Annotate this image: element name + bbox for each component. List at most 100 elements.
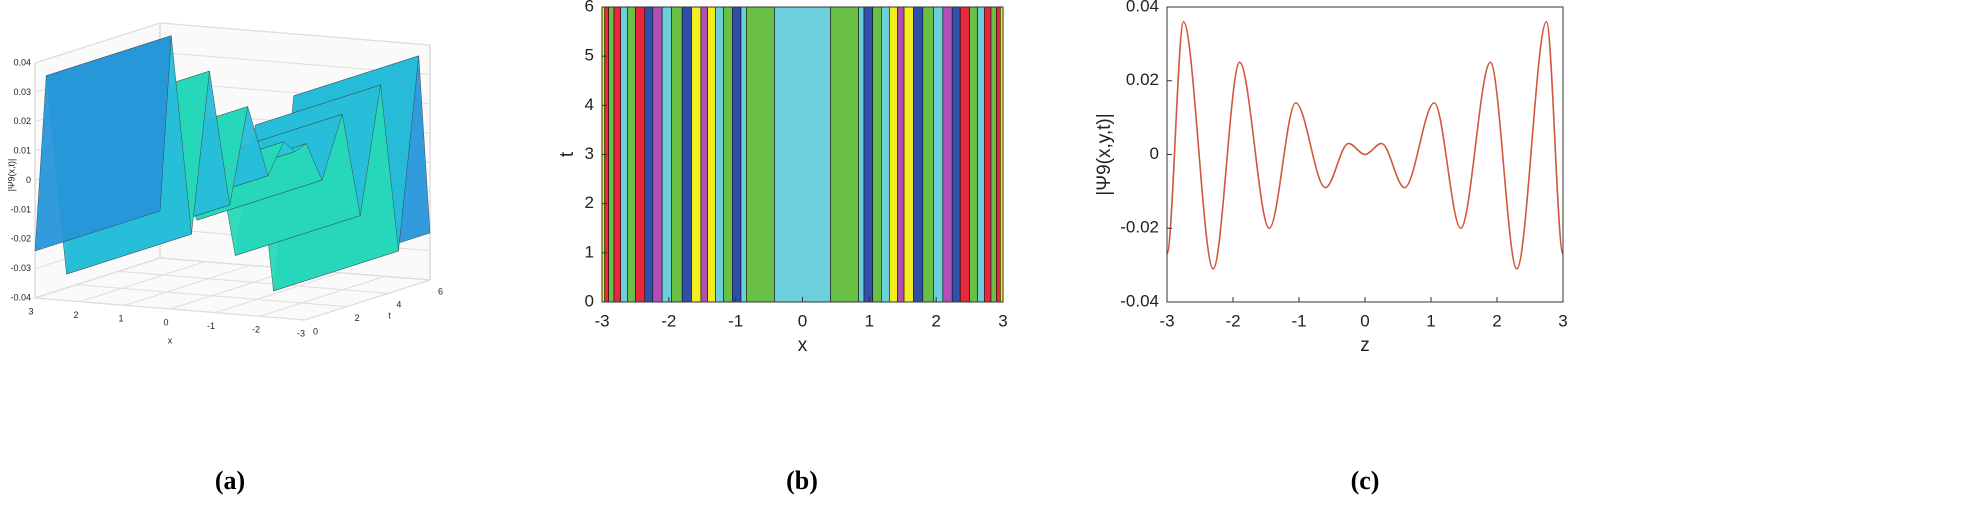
grid-line — [34, 22, 431, 64]
x-tick-label: -1 — [1291, 311, 1306, 330]
z-tick-label: -0.01 — [10, 204, 31, 214]
contour-band — [897, 6, 905, 303]
surface-face — [34, 35, 172, 252]
contour-band — [969, 6, 978, 303]
x-tick-label: -3 — [1159, 311, 1174, 330]
z-tick-label: -0.02 — [10, 234, 31, 244]
contour-band — [913, 6, 924, 303]
contour-band — [691, 6, 702, 303]
contour-band — [681, 6, 692, 303]
y-tick-label: 4 — [585, 95, 594, 114]
y-tick-label: -0.02 — [1120, 218, 1159, 237]
contour-band — [881, 6, 890, 303]
grid-line — [118, 270, 389, 294]
z-tick-label: 0.03 — [13, 87, 31, 97]
panel-label: (b) — [786, 466, 818, 495]
y-tick-label: 6 — [585, 0, 594, 15]
t-tick-label: 4 — [396, 300, 401, 310]
x-tick-label: 2 — [1492, 311, 1501, 330]
grid-line — [214, 272, 341, 314]
contour-band — [951, 6, 961, 303]
x-tick-label: 1 — [1426, 311, 1435, 330]
y-tick-label: 0 — [585, 291, 594, 310]
z-tick-label: 0.04 — [13, 57, 31, 67]
x-tick-label: 3 — [1558, 311, 1567, 330]
contour-band — [933, 6, 944, 303]
z-tick-label: 0.01 — [13, 146, 31, 156]
contour-band — [922, 6, 934, 303]
contour-band — [732, 6, 742, 303]
y-axis-label: t — [557, 151, 578, 157]
x-tick-label: 0 — [163, 317, 168, 327]
panel-label: (c) — [1351, 466, 1380, 495]
x-tick-label: -2 — [661, 311, 676, 330]
x-tick-label: 2 — [931, 311, 940, 330]
y-tick-label: 2 — [585, 193, 594, 212]
contour-band — [644, 6, 654, 303]
contour-band — [863, 6, 873, 303]
t-tick-label: 6 — [438, 286, 443, 296]
z-tick-label: 0 — [26, 175, 31, 185]
contour-band — [983, 6, 992, 303]
contour-band — [715, 6, 724, 303]
contour-band — [996, 6, 1001, 303]
t-axis-label: t — [388, 310, 391, 320]
x-tick-label: 1 — [118, 314, 123, 324]
y-tick-label: 3 — [585, 144, 594, 163]
contour-band — [959, 6, 970, 303]
t-tick-label: 0 — [313, 326, 318, 336]
panel-label: (a) — [215, 466, 245, 495]
x-axis-label: x — [168, 335, 173, 345]
contour-band — [661, 6, 672, 303]
contour-band — [903, 6, 914, 303]
data-line — [1166, 20, 1564, 270]
z-tick-label: -0.04 — [10, 292, 31, 302]
x-tick-label: -3 — [297, 328, 305, 338]
y-tick-label: 0 — [1150, 144, 1159, 163]
contour-band — [627, 6, 636, 303]
grid-line — [79, 261, 206, 303]
x-tick-label: 2 — [73, 310, 78, 320]
grid-line — [76, 284, 347, 308]
x-tick-label: -1 — [207, 321, 215, 331]
x-axis-label: z — [1360, 335, 1370, 356]
t-tick-label: 2 — [355, 313, 360, 323]
contour-band — [723, 6, 733, 303]
contour-band — [740, 6, 747, 303]
y-tick-label: 0.02 — [1126, 70, 1159, 89]
z-tick-label: -0.03 — [10, 263, 31, 273]
contour-band — [613, 6, 622, 303]
z-axis-label: |Ψ9(x,t)| — [6, 159, 16, 192]
y-tick-label: -0.04 — [1120, 291, 1159, 310]
contour-band — [608, 6, 615, 303]
x-tick-label: 1 — [865, 311, 874, 330]
grid-line — [304, 279, 431, 321]
x-tick-label: 3 — [28, 306, 33, 316]
z-tick-label: 0.02 — [13, 116, 31, 126]
x-axis-label: x — [798, 335, 808, 356]
grid-line — [34, 257, 161, 299]
y-tick-label: 5 — [585, 46, 594, 65]
contour-band — [858, 6, 865, 303]
contour-band — [977, 6, 985, 303]
contour-band — [635, 6, 646, 303]
y-tick-label: 0.04 — [1126, 0, 1159, 15]
x-tick-label: 0 — [798, 311, 807, 330]
contour-band — [620, 6, 628, 303]
contour-band — [774, 6, 831, 303]
y-axis-label: |Ψ9(x,y,t)| — [1094, 113, 1115, 195]
x-tick-label: -1 — [728, 311, 743, 330]
grid-line — [259, 275, 386, 317]
contour-band — [889, 6, 898, 303]
contour-band — [652, 6, 663, 303]
contour-band — [707, 6, 716, 303]
x-tick-label: -2 — [252, 325, 260, 335]
contour-band — [990, 6, 997, 303]
contour-band — [872, 6, 882, 303]
contour-band — [830, 6, 859, 303]
contour-band — [746, 6, 775, 303]
x-tick-label: 3 — [998, 311, 1007, 330]
y-tick-label: 1 — [585, 242, 594, 261]
x-tick-label: -3 — [594, 311, 609, 330]
